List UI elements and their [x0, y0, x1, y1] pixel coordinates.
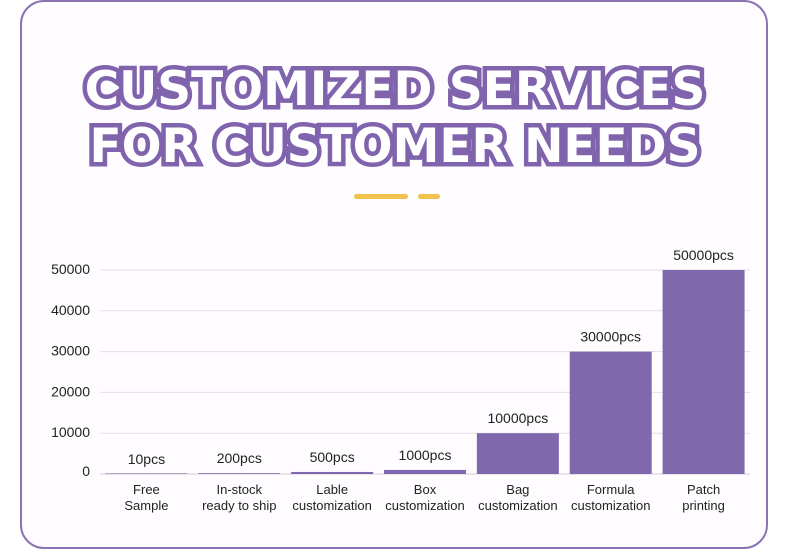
- y-tick-label: 40000: [51, 302, 90, 318]
- x-tick-label: In-stock: [217, 482, 263, 497]
- x-tick-label: customization: [478, 498, 557, 513]
- bar: [476, 433, 559, 474]
- x-tick-label: Bag: [506, 482, 529, 497]
- data-label: 10pcs: [128, 451, 165, 467]
- x-tick-label: customization: [571, 498, 650, 513]
- data-label: 200pcs: [217, 450, 262, 466]
- data-label: 10000pcs: [487, 410, 548, 426]
- bar: [291, 471, 374, 474]
- data-label: 50000pcs: [673, 247, 734, 263]
- bar: [569, 351, 652, 474]
- bar: [198, 473, 281, 474]
- x-tick-label: printing: [682, 498, 725, 513]
- x-tick-label: Lable: [316, 482, 348, 497]
- y-tick-label: 50000: [51, 261, 90, 277]
- headline-line-1: CUSTOMIZED SERVICES: [80, 62, 710, 118]
- decor-dash-short: [418, 194, 440, 199]
- y-tick-label: 0: [82, 463, 90, 479]
- y-tick-label: 10000: [51, 424, 90, 440]
- bar: [662, 270, 745, 474]
- data-label: 1000pcs: [399, 447, 452, 463]
- x-tick-label: Box: [414, 482, 437, 497]
- x-tick-label: customization: [385, 498, 464, 513]
- y-tick-label: 20000: [51, 383, 90, 399]
- bar: [384, 469, 466, 474]
- data-label: 30000pcs: [580, 329, 641, 345]
- x-tick-label: Sample: [124, 498, 168, 513]
- x-tick-label: ready to ship: [202, 498, 276, 513]
- x-tick-label: Patch: [687, 482, 720, 497]
- y-tick-label: 30000: [51, 343, 90, 359]
- decor-dash-long: [354, 194, 408, 199]
- x-tick-label: Formula: [587, 482, 635, 497]
- data-label: 500pcs: [310, 449, 355, 465]
- bar: [105, 473, 188, 474]
- x-tick-label: customization: [292, 498, 371, 513]
- x-tick-label: Free: [133, 482, 160, 497]
- headline-line-2: FOR CUSTOMER NEEDS: [85, 119, 705, 175]
